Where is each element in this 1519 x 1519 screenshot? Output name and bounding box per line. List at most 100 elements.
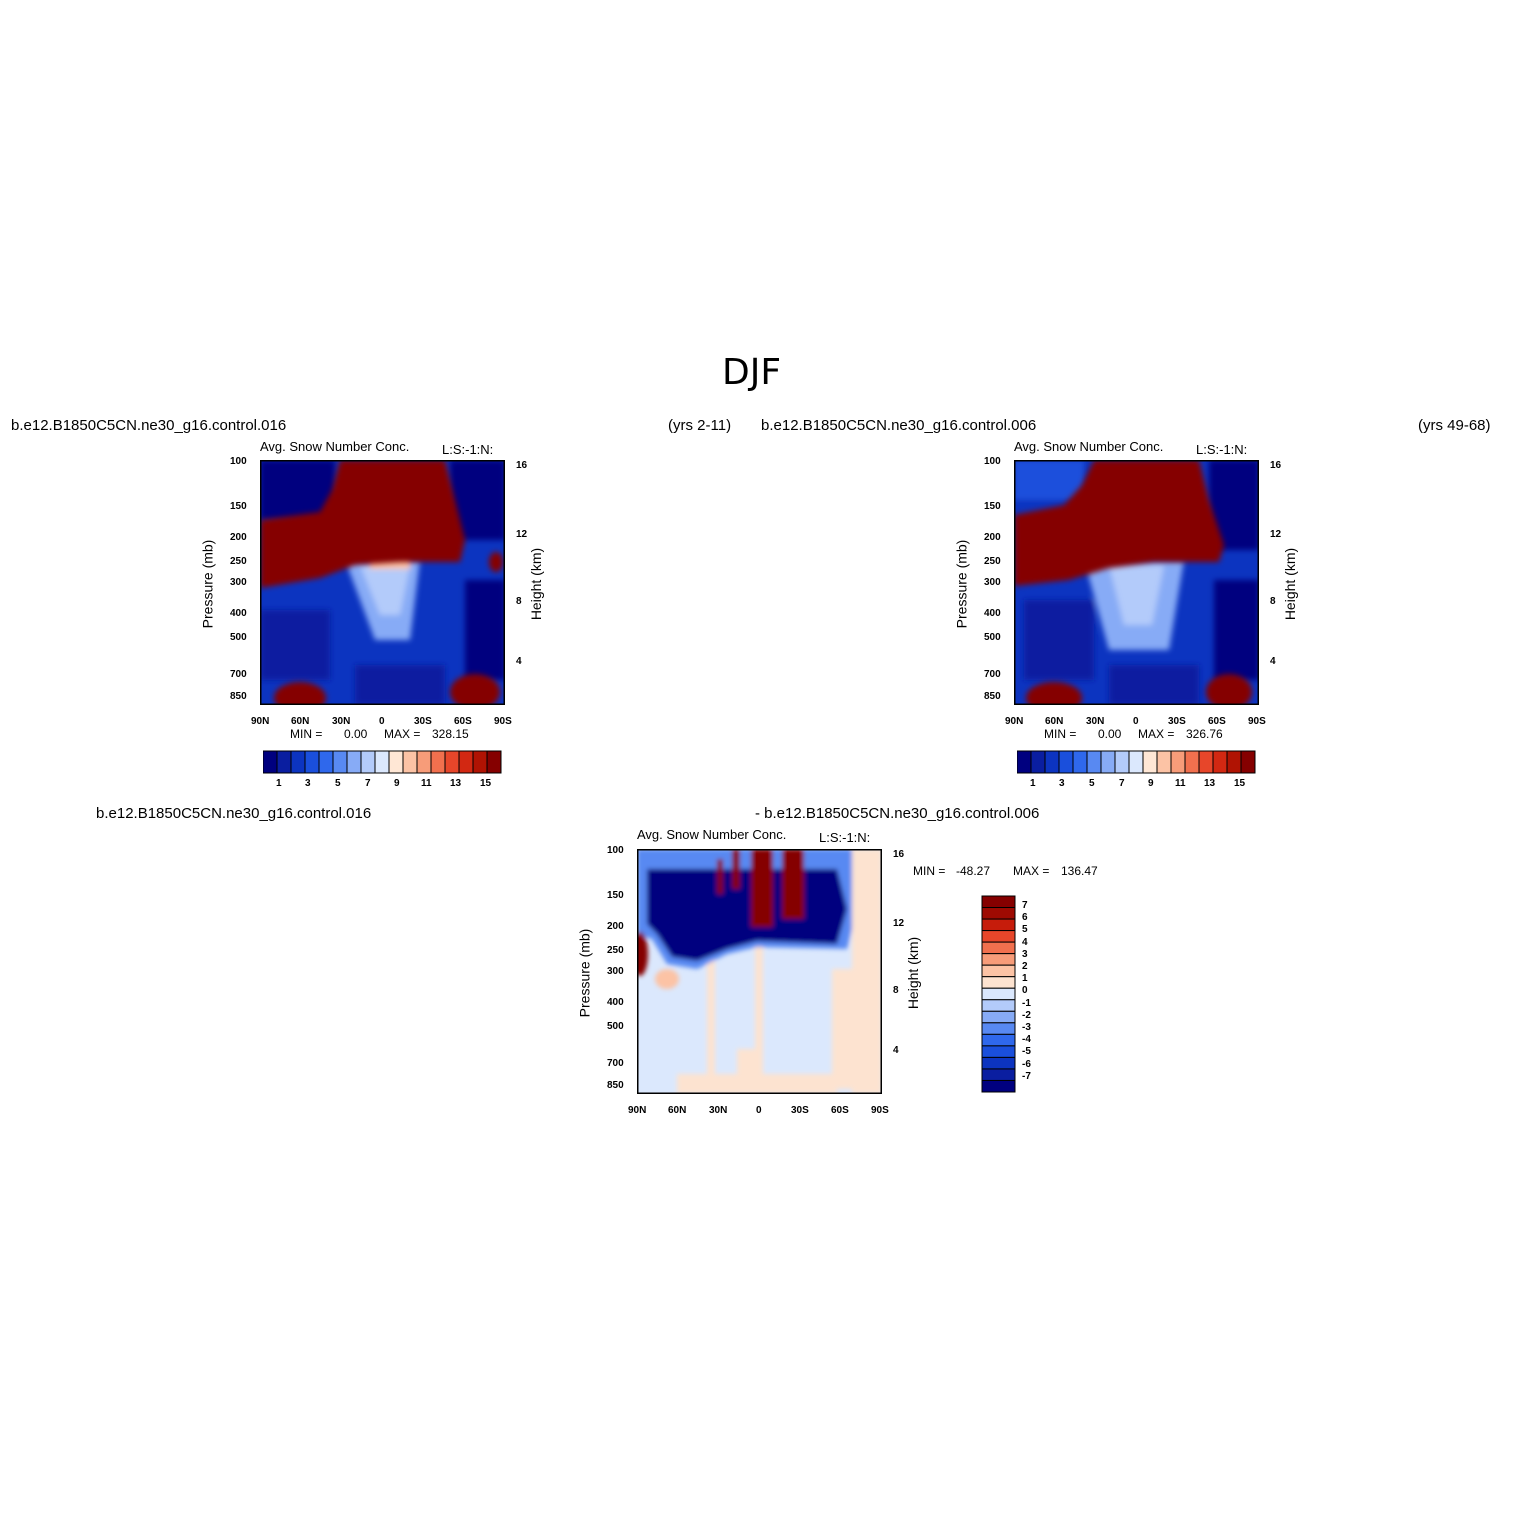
colorbar-swatch bbox=[981, 1079, 1016, 1093]
left-ytick-250: 250 bbox=[230, 556, 247, 567]
colorbar-swatch bbox=[290, 750, 306, 774]
right-max-value: 326.76 bbox=[1186, 727, 1223, 741]
diff-cbar-label: 4 bbox=[1022, 936, 1028, 948]
diff-cbar-label: 6 bbox=[1022, 912, 1028, 924]
right-cbar-label-1: 1 bbox=[1030, 778, 1036, 789]
colorbar-swatch bbox=[981, 999, 1016, 1012]
colorbar-swatch bbox=[1212, 750, 1228, 774]
right-sh-lower-maximum bbox=[1206, 674, 1252, 705]
right-max-label: MAX = bbox=[1138, 727, 1175, 741]
left-region-nh-lower bbox=[260, 610, 330, 680]
left-upper-maximum bbox=[260, 460, 465, 588]
colorbar-swatch bbox=[1086, 750, 1102, 774]
left-cbar-label-5: 5 bbox=[335, 778, 341, 789]
colorbar-swatch bbox=[1198, 750, 1214, 774]
right-units: L:S:-1:N: bbox=[1196, 442, 1248, 457]
colorbar-swatch bbox=[1058, 750, 1074, 774]
diff-ytick-300: 300 bbox=[607, 966, 624, 977]
colorbar-swatch bbox=[1128, 750, 1144, 774]
colorbar-swatch bbox=[1184, 750, 1200, 774]
diff-ytick-850: 850 bbox=[607, 1080, 624, 1091]
diff-ytick-200: 200 bbox=[607, 921, 624, 932]
right-ytick-150: 150 bbox=[984, 501, 1001, 512]
diff-xtick-30s: 30S bbox=[791, 1105, 809, 1116]
right-xtick-0: 0 bbox=[1133, 716, 1139, 727]
diff-ytick-250: 250 bbox=[607, 945, 624, 956]
right-cbar-label-15: 15 bbox=[1234, 778, 1246, 789]
right-y2-axis-label: Height (km) bbox=[1282, 547, 1299, 621]
colorbar-swatch bbox=[981, 1022, 1016, 1035]
colorbar-swatch bbox=[388, 750, 404, 774]
diff-warm-streak-2 bbox=[707, 959, 715, 1079]
right-y2tick-4: 4 bbox=[1270, 656, 1276, 667]
diff-cbar-label: -4 bbox=[1022, 1034, 1031, 1046]
diff-cbar-label: 3 bbox=[1022, 948, 1028, 960]
right-ytick-850: 850 bbox=[984, 691, 1001, 702]
left-ytick-300: 300 bbox=[230, 577, 247, 588]
right-ytick-400: 400 bbox=[984, 608, 1001, 619]
colorbar-swatch bbox=[430, 750, 446, 774]
left-xtick-30s: 30S bbox=[414, 716, 432, 727]
diff-max-value: 136.47 bbox=[1061, 864, 1098, 878]
left-xtick-60s: 60S bbox=[454, 716, 472, 727]
diff-y2tick-16: 16 bbox=[893, 849, 905, 860]
diff-ytick-400: 400 bbox=[607, 997, 624, 1008]
left-ytick-700: 700 bbox=[230, 669, 247, 680]
colorbar-swatch bbox=[1100, 750, 1116, 774]
right-xtick-60s: 60S bbox=[1208, 716, 1226, 727]
diff-y2tick-8: 8 bbox=[893, 985, 899, 996]
left-xtick-30n: 30N bbox=[332, 716, 351, 727]
page-title: DJF bbox=[722, 352, 782, 393]
diff-xtick-60s: 60S bbox=[831, 1105, 849, 1116]
right-nh-lower-maximum bbox=[1026, 682, 1082, 705]
left-y2tick-12: 12 bbox=[516, 529, 528, 540]
left-ytick-500: 500 bbox=[230, 632, 247, 643]
colorbar-swatch bbox=[402, 750, 418, 774]
right-xtick-30s: 30S bbox=[1168, 716, 1186, 727]
right-plot-frame bbox=[1014, 460, 1259, 705]
right-ytick-100: 100 bbox=[984, 456, 1001, 467]
left-xtick-0: 0 bbox=[379, 716, 385, 727]
right-ytick-200: 200 bbox=[984, 532, 1001, 543]
diff-neutral-upper-south bbox=[852, 849, 882, 1094]
diff-y-axis-label: Pressure (mb) bbox=[576, 928, 593, 1018]
right-tropical-lighter-region bbox=[1109, 565, 1164, 625]
diff-xtick-30n: 30N bbox=[709, 1105, 728, 1116]
colorbar-swatch bbox=[981, 976, 1016, 989]
right-ytick-700: 700 bbox=[984, 669, 1001, 680]
left-sh-lower-maximum bbox=[450, 674, 500, 705]
diff-warm-patch-north bbox=[655, 969, 679, 989]
colorbar-swatch bbox=[346, 750, 362, 774]
left-cbar-label-9: 9 bbox=[394, 778, 400, 789]
left-min-label: MIN = bbox=[290, 727, 323, 741]
colorbar-swatch bbox=[981, 918, 1016, 932]
diff-positive-column-3 bbox=[732, 849, 740, 889]
diff-cbar-label: -2 bbox=[1022, 1009, 1031, 1021]
right-upper-maximum bbox=[1014, 460, 1224, 586]
colorbar-swatch bbox=[981, 1056, 1016, 1070]
diff-plot-frame bbox=[637, 849, 882, 1094]
colorbar-swatch bbox=[981, 930, 1016, 943]
left-years: (yrs 2-11) bbox=[668, 417, 732, 434]
diff-cbar-label: -3 bbox=[1022, 1022, 1031, 1033]
right-cbar-label-3: 3 bbox=[1059, 778, 1065, 789]
diff-min-label: MIN = bbox=[913, 864, 946, 878]
left-cbar-label-1: 1 bbox=[276, 778, 282, 789]
right-y2tick-12: 12 bbox=[1270, 529, 1282, 540]
right-case-name: b.e12.B1850C5CN.ne30_g16.control.006 bbox=[761, 417, 1037, 434]
right-y-axis-label: Pressure (mb) bbox=[953, 539, 970, 629]
left-sh-upper-lobe bbox=[489, 552, 503, 572]
colorbar-swatch bbox=[981, 1033, 1016, 1047]
left-xtick-90n: 90N bbox=[251, 716, 270, 727]
left-y-axis-label: Pressure (mb) bbox=[199, 539, 216, 629]
right-cbar-label-13: 13 bbox=[1204, 778, 1216, 789]
colorbar-swatch bbox=[981, 941, 1016, 955]
colorbar-swatch bbox=[416, 750, 432, 774]
colorbar-swatch bbox=[1030, 750, 1046, 774]
diff-y2tick-12: 12 bbox=[893, 918, 905, 929]
left-units: L:S:-1:N: bbox=[442, 442, 494, 457]
colorbar-swatch bbox=[1114, 750, 1130, 774]
colorbar-swatch bbox=[444, 750, 460, 774]
diff-case-a: b.e12.B1850C5CN.ne30_g16.control.016 bbox=[96, 805, 372, 822]
colorbar-swatch bbox=[981, 895, 1016, 909]
